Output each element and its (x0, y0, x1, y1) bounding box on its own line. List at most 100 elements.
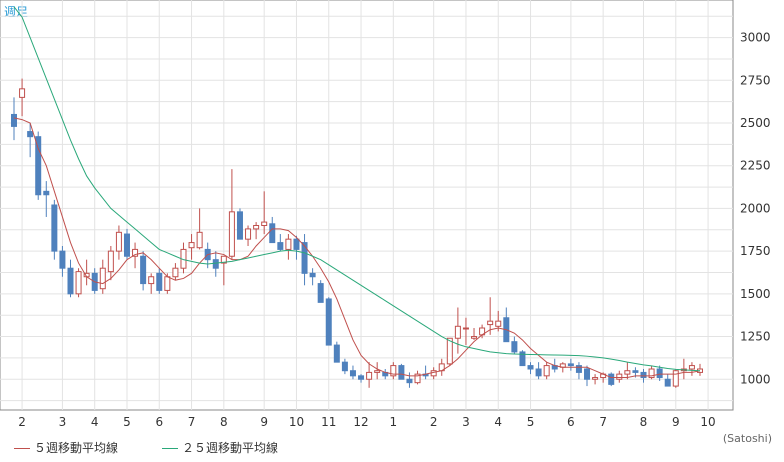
candle-body (608, 373, 615, 385)
candle-body (309, 272, 316, 278)
candlesticks (10, 78, 704, 388)
candle-body (406, 378, 413, 384)
candle-body (511, 341, 518, 353)
x-tick-label: 4 (494, 415, 502, 429)
x-tick-label: 3 (462, 415, 470, 429)
candle-body (358, 375, 365, 380)
legend-swatch-25w (162, 448, 178, 449)
y-tick-label: 1500 (740, 287, 771, 301)
candle-body (301, 242, 308, 274)
price-chart: 週足 100012501500175020002250250027503000 … (0, 0, 771, 429)
x-tick-label: 6 (155, 415, 163, 429)
candle-body (333, 344, 340, 363)
legend-item-25w: ２５週移動平均線 (162, 439, 278, 456)
candle-body (107, 250, 114, 273)
ma25-line (13, 6, 701, 372)
candle-body (228, 211, 235, 257)
legend-swatch-5w (14, 448, 30, 449)
candle-body (640, 371, 647, 379)
y-tick-label: 2000 (740, 201, 771, 215)
legend: ５週移動平均線 ２５週移動平均線 (Satoshi) (0, 432, 784, 462)
plot-background (0, 0, 734, 411)
candle-body (535, 368, 542, 377)
y-tick-label: 1000 (740, 372, 771, 386)
y-tick-label: 1250 (740, 330, 771, 344)
candle-body (688, 365, 695, 370)
candle-body (632, 370, 639, 373)
candle-body (390, 365, 397, 377)
candle-body (188, 242, 195, 249)
x-tick-label: 7 (188, 415, 196, 429)
x-tick-label: 1 (389, 415, 397, 429)
candle-body (148, 276, 155, 285)
candle-body (656, 368, 663, 379)
legend-label-5w: ５週移動平均線 (34, 441, 119, 455)
candle-body (575, 365, 582, 373)
candle-body (592, 377, 599, 380)
candle-body (672, 370, 679, 387)
candle-body (277, 242, 284, 250)
candle-body (285, 238, 292, 250)
y-tick-label: 2500 (740, 116, 771, 130)
candle-body (366, 371, 373, 380)
candle-body (75, 271, 82, 295)
x-tick-label: 10 (289, 415, 304, 429)
x-tick-label: 12 (353, 415, 368, 429)
candle-body (140, 255, 147, 285)
candle-body (253, 225, 260, 230)
y-tick-label: 2250 (740, 159, 771, 173)
candle-body (543, 365, 550, 377)
x-tick-label: 9 (672, 415, 680, 429)
y-tick-label: 2750 (740, 73, 771, 87)
candle-body (487, 320, 494, 326)
grid-lines (0, 0, 733, 410)
candle-body (624, 370, 631, 375)
y-tick-label: 3000 (740, 31, 771, 45)
candle-body (220, 255, 227, 264)
candle-body (325, 298, 332, 346)
candle-body (212, 259, 219, 269)
x-tick-label: 7 (599, 415, 607, 429)
candle-body (471, 336, 478, 339)
candle-body (172, 267, 179, 278)
legend-item-5w: ５週移動平均線 (14, 439, 118, 456)
candle-body (341, 361, 348, 372)
x-axis: 2 3 4 5 6 7 8 9 10 11 12 1 2 3 4 5 6 7 8 9 10 (18, 415, 715, 429)
x-tick-label: 5 (123, 415, 131, 429)
candle-body (115, 231, 122, 252)
candle-body (446, 337, 453, 365)
candle-body (414, 373, 421, 384)
x-tick-label: 2 (18, 415, 26, 429)
candle-body (648, 368, 655, 379)
candle-body (616, 373, 623, 380)
x-tick-label: 2 (430, 415, 438, 429)
candle-body (245, 228, 252, 240)
candle-body (236, 211, 243, 240)
candle-body (196, 231, 203, 249)
candle-body (527, 365, 534, 370)
candle-body (495, 320, 502, 327)
x-tick-label: 3 (59, 415, 67, 429)
candle-body (567, 363, 574, 367)
candle-body (132, 248, 139, 257)
x-tick-label: 11 (321, 415, 336, 429)
candle-body (27, 131, 34, 138)
legend-label-25w: ２５週移動平均線 (182, 441, 279, 455)
candle-body (454, 325, 461, 339)
candle-body (398, 365, 405, 380)
x-tick-label: 4 (91, 415, 99, 429)
candle-body (19, 88, 26, 98)
candle-body (519, 351, 526, 367)
candle-body (261, 221, 268, 226)
candle-body (462, 327, 469, 330)
period-label: 週足 (4, 5, 28, 19)
x-tick-label: 5 (527, 415, 535, 429)
candle-body (99, 267, 106, 290)
candle-body (164, 276, 171, 291)
y-axis: 1000 1250 1500 1750 2000 2250 2500 2750 3000 (740, 31, 771, 387)
unit-label: (Satoshi) (722, 432, 772, 445)
candle-body (123, 233, 130, 257)
y-tick-label: 1750 (740, 244, 771, 258)
candle-body (584, 368, 591, 380)
